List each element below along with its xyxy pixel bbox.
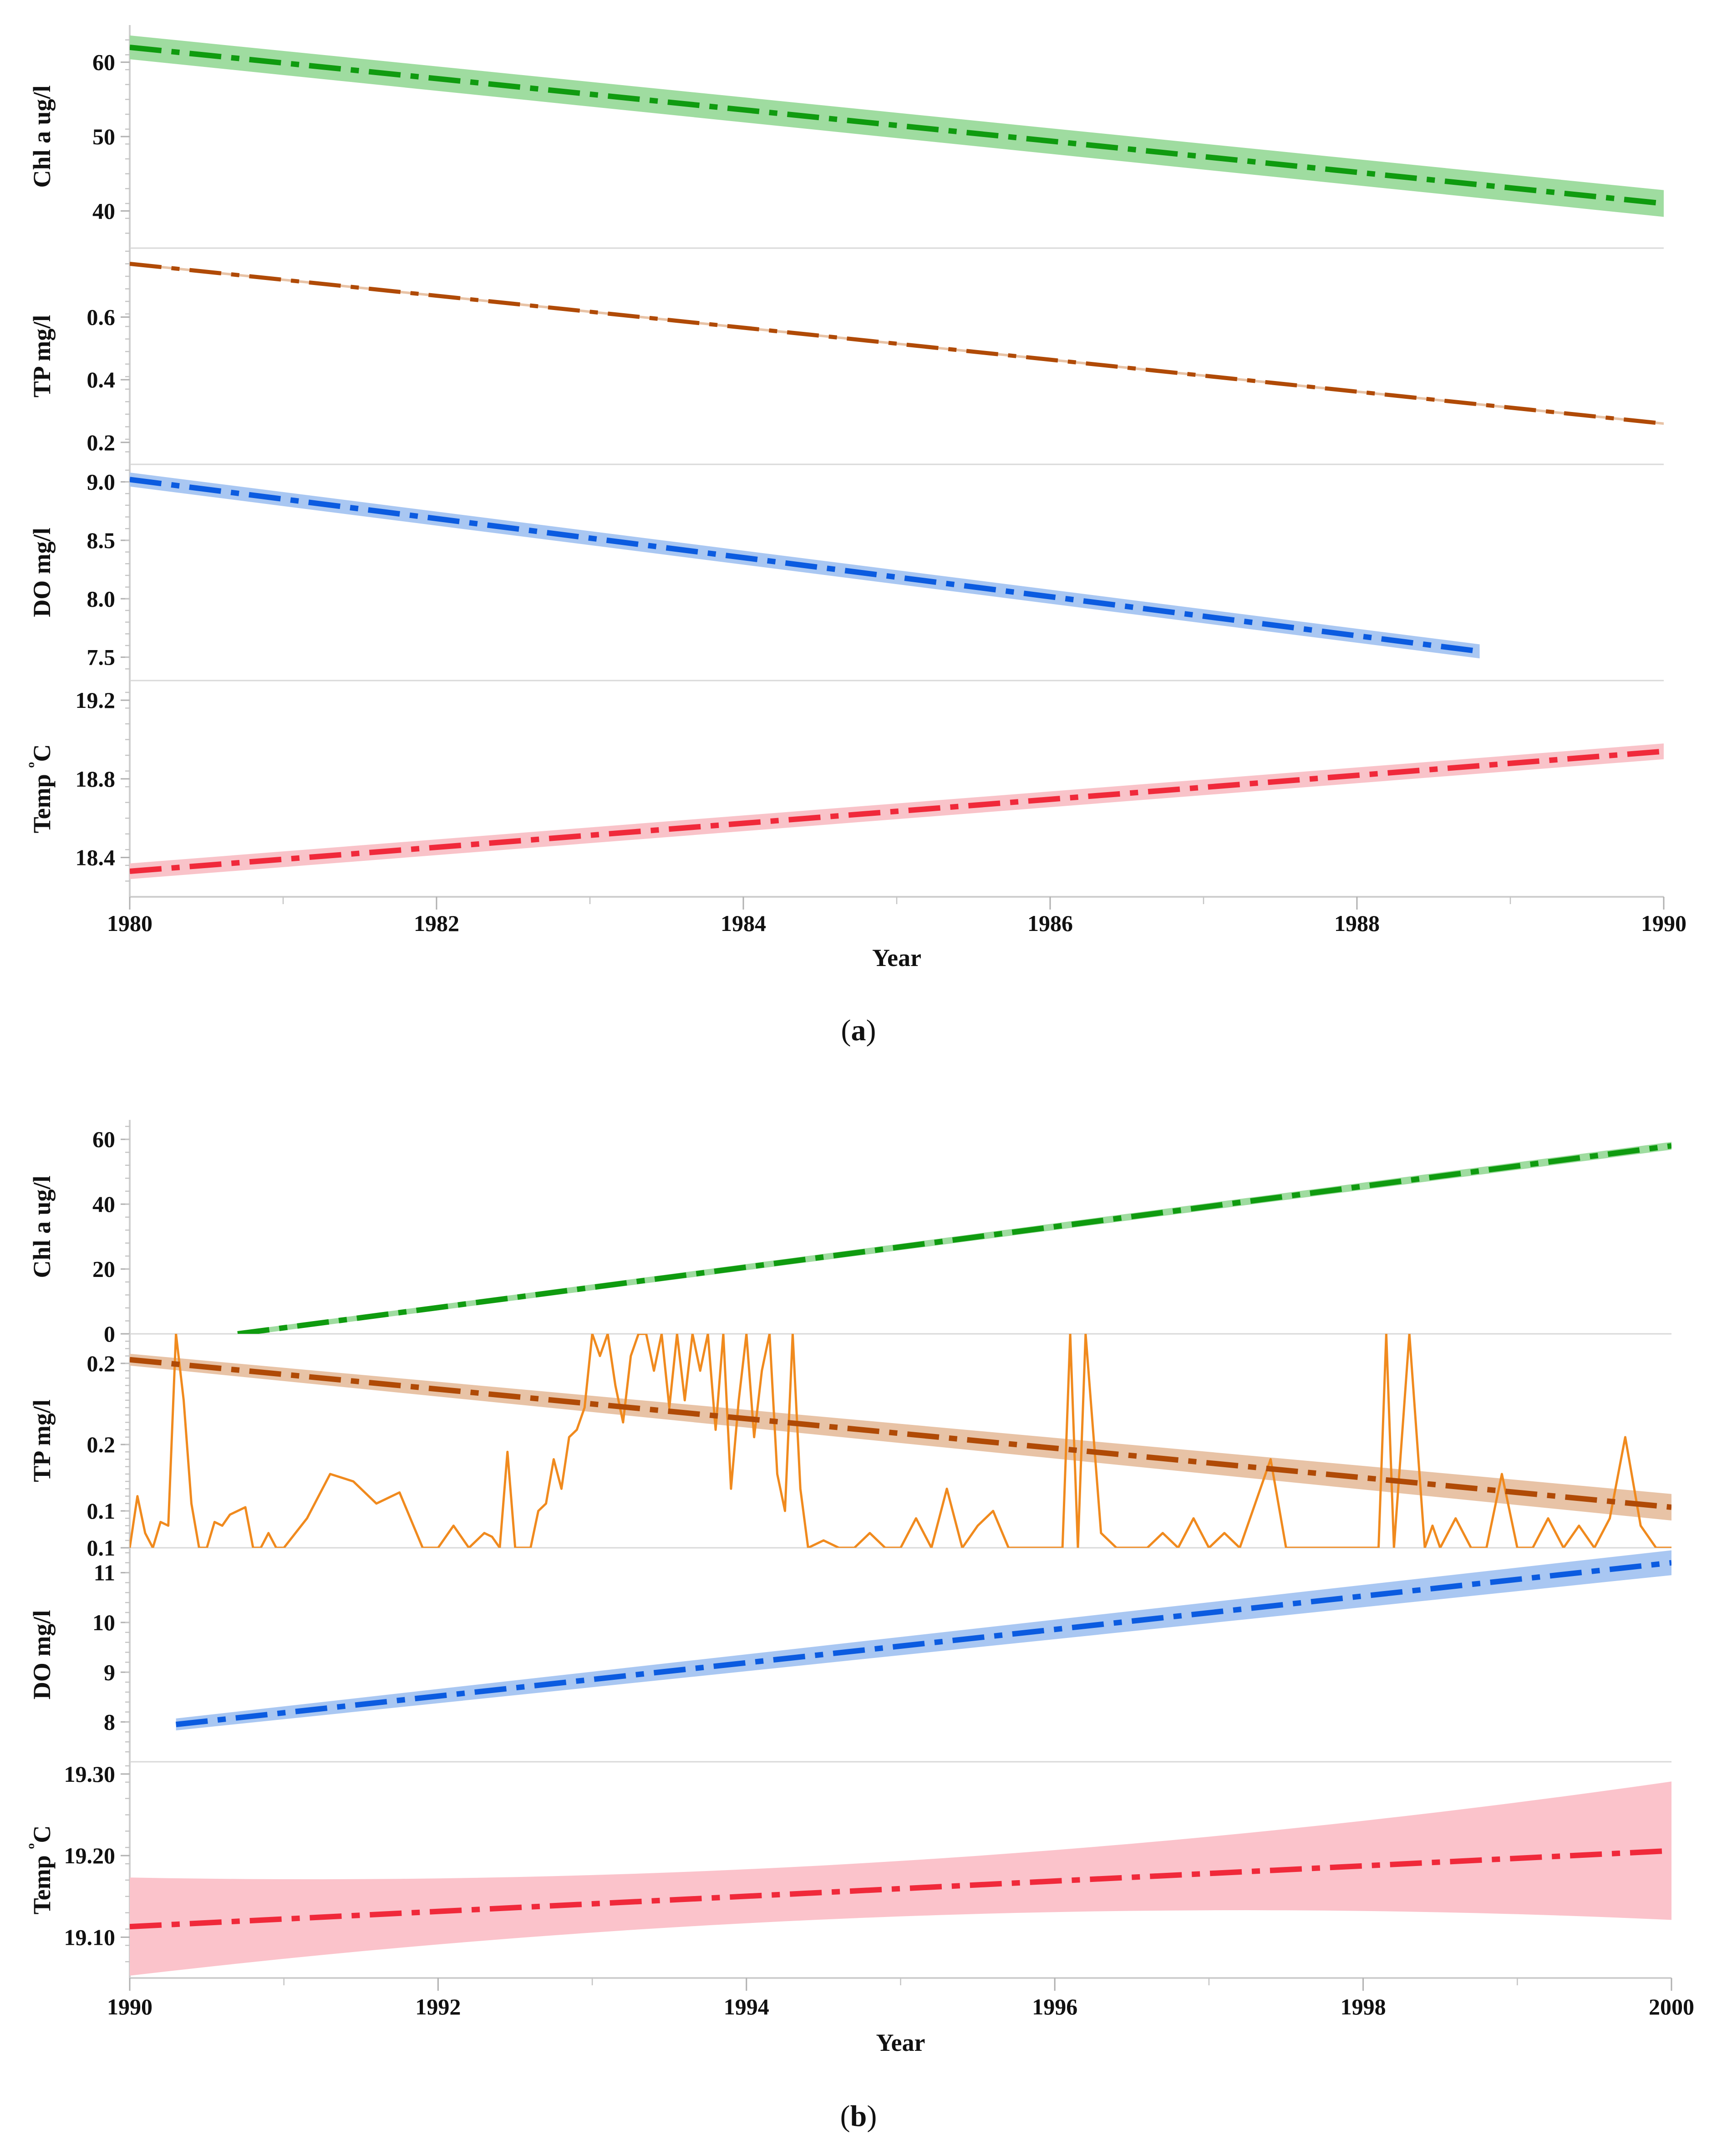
- x-axis: 1980 1982 1984 1986 1988 1990 Year: [107, 897, 1687, 971]
- trend-line: [130, 45, 1664, 206]
- panel-chl: 40 50 60 Chl a ug/l: [28, 25, 1664, 249]
- y-tick-label: 0.1: [87, 1535, 116, 1561]
- y-tick-label: 20: [92, 1256, 115, 1282]
- plot-area: [130, 1781, 1671, 1976]
- plot-area: [130, 261, 1664, 426]
- y-axis-title: DO mg/l: [28, 1610, 56, 1700]
- raw-series-line: [130, 1334, 1671, 1548]
- chart-a: 40 50 60 Chl a ug/l 0.2 0.4 0.6 TP mg/l 7.5 8.0 8.…: [25, 25, 1687, 1047]
- x-tick-label: 1998: [1341, 1994, 1386, 2019]
- y-title-unit: C: [28, 1825, 56, 1843]
- trend-line: [130, 1848, 1671, 1930]
- y-title-degree: º: [25, 762, 45, 768]
- x-tick-label: 2000: [1649, 1994, 1694, 2019]
- trend-line: [130, 1357, 1671, 1510]
- caption-letter: b: [850, 2100, 867, 2133]
- y-tick-label: 60: [92, 1127, 115, 1152]
- x-axis-title: Year: [872, 944, 921, 971]
- trend-line: [237, 1143, 1671, 1334]
- y-tick-label: 18.4: [76, 845, 116, 870]
- y-tick-label: 60: [92, 50, 115, 75]
- x-tick-label: 1990: [1641, 910, 1687, 936]
- panel-chl: 0 20 40 60 Chl a ug/l: [28, 1120, 1671, 1347]
- plot-area: [130, 1334, 1671, 1548]
- caption-letter: a: [851, 1014, 866, 1047]
- confidence-band: [176, 1550, 1671, 1731]
- trend-line: [130, 748, 1664, 874]
- x-axis-title: Year: [876, 2029, 925, 2056]
- y-tick-label: 8: [104, 1709, 115, 1735]
- y-tick-label: 18.8: [76, 766, 116, 792]
- y-tick-label: 7.5: [87, 645, 116, 670]
- y-tick-label: 19.30: [64, 1761, 116, 1787]
- y-axis-title: DO mg/l: [28, 528, 56, 617]
- panel-temp: 19.10 19.20 19.30 Temp ºC: [25, 1761, 1671, 1979]
- x-tick-label: 1996: [1032, 1994, 1077, 2019]
- plot-area: [237, 1142, 1671, 1334]
- y-tick-label: 0.2: [87, 1351, 116, 1376]
- y-axis-title: TP mg/l: [28, 315, 56, 398]
- x-tick-label: 1988: [1334, 910, 1380, 936]
- y-tick-label: 9.0: [87, 469, 116, 495]
- panel-tp: 0.2 0.4 0.6 TP mg/l: [28, 248, 1664, 465]
- y-tick-label: 50: [92, 124, 115, 149]
- caption-close-paren: ): [867, 2100, 877, 2133]
- plot-area: [130, 743, 1664, 880]
- x-tick-label: 1980: [107, 910, 152, 936]
- panel-temp: 18.4 18.8 19.2 Temp ºC: [25, 681, 1664, 898]
- caption-open-paren: (: [840, 2100, 850, 2133]
- x-tick-label: 1994: [724, 1994, 769, 2019]
- y-tick-label: 8.5: [87, 528, 116, 553]
- caption-open-paren: (: [841, 1014, 851, 1047]
- y-tick-label: 0.2: [87, 430, 116, 455]
- y-tick-label: 19.2: [76, 687, 116, 713]
- trend-line: [130, 477, 1480, 654]
- plot-area: [130, 35, 1664, 217]
- caption-close-paren: ): [866, 1014, 876, 1047]
- y-tick-label: 9: [104, 1659, 115, 1685]
- y-tick-label: 0.6: [87, 304, 116, 330]
- x-tick-label: 1984: [721, 910, 766, 936]
- y-tick-label: 19.10: [64, 1924, 116, 1950]
- y-title-unit: C: [28, 744, 56, 762]
- y-tick-label: 11: [94, 1560, 115, 1586]
- y-tick-label: 0.2: [87, 1432, 116, 1457]
- y-tick-label: 0.4: [87, 367, 116, 392]
- x-tick-label: 1986: [1027, 910, 1073, 936]
- chart-b: 0 20 40 60 Chl a ug/l 0.1 0.1 0.2 0.2 TP mg/l 8 9 10…: [25, 1120, 1694, 2133]
- y-axis-title: Temp ºC: [25, 1825, 56, 1915]
- y-axis-title: Chl a ug/l: [28, 85, 56, 188]
- y-tick-label: 0.1: [87, 1498, 116, 1524]
- figure-caption: (a): [841, 1014, 876, 1047]
- confidence-band: [130, 1781, 1671, 1976]
- panel-do: 8 9 10 11 DO mg/l: [28, 1548, 1671, 1763]
- plot-area: [175, 1550, 1671, 1731]
- x-tick-label: 1990: [107, 1994, 152, 2019]
- y-axis-title: TP mg/l: [28, 1399, 56, 1482]
- x-tick-label: 1992: [415, 1994, 461, 2019]
- y-tick-label: 10: [92, 1610, 115, 1635]
- y-axis-title: Chl a ug/l: [28, 1175, 56, 1278]
- y-axis-title: Temp ºC: [25, 744, 56, 834]
- y-tick-label: 0: [104, 1321, 115, 1347]
- y-tick-label: 40: [92, 198, 115, 224]
- x-tick-label: 1982: [414, 910, 459, 936]
- x-axis: 1990 1992 1994 1996 1998 2000 Year: [107, 1978, 1694, 2056]
- trend-line: [130, 261, 1664, 426]
- y-title-text: Temp: [28, 1849, 56, 1915]
- plot-area: [130, 472, 1480, 659]
- trend-line: [175, 1560, 1671, 1727]
- panel-do: 7.5 8.0 8.5 9.0 DO mg/l: [28, 464, 1664, 681]
- confidence-band: [130, 1353, 1671, 1521]
- panel-tp: 0.1 0.1 0.2 0.2 TP mg/l: [28, 1334, 1671, 1561]
- y-title-degree: º: [25, 1843, 45, 1849]
- y-tick-label: 40: [92, 1191, 115, 1217]
- y-title-text: Temp: [28, 768, 56, 834]
- y-tick-label: 19.20: [64, 1843, 116, 1868]
- y-tick-label: 8.0: [87, 586, 116, 611]
- figure-caption: (b): [840, 2100, 877, 2133]
